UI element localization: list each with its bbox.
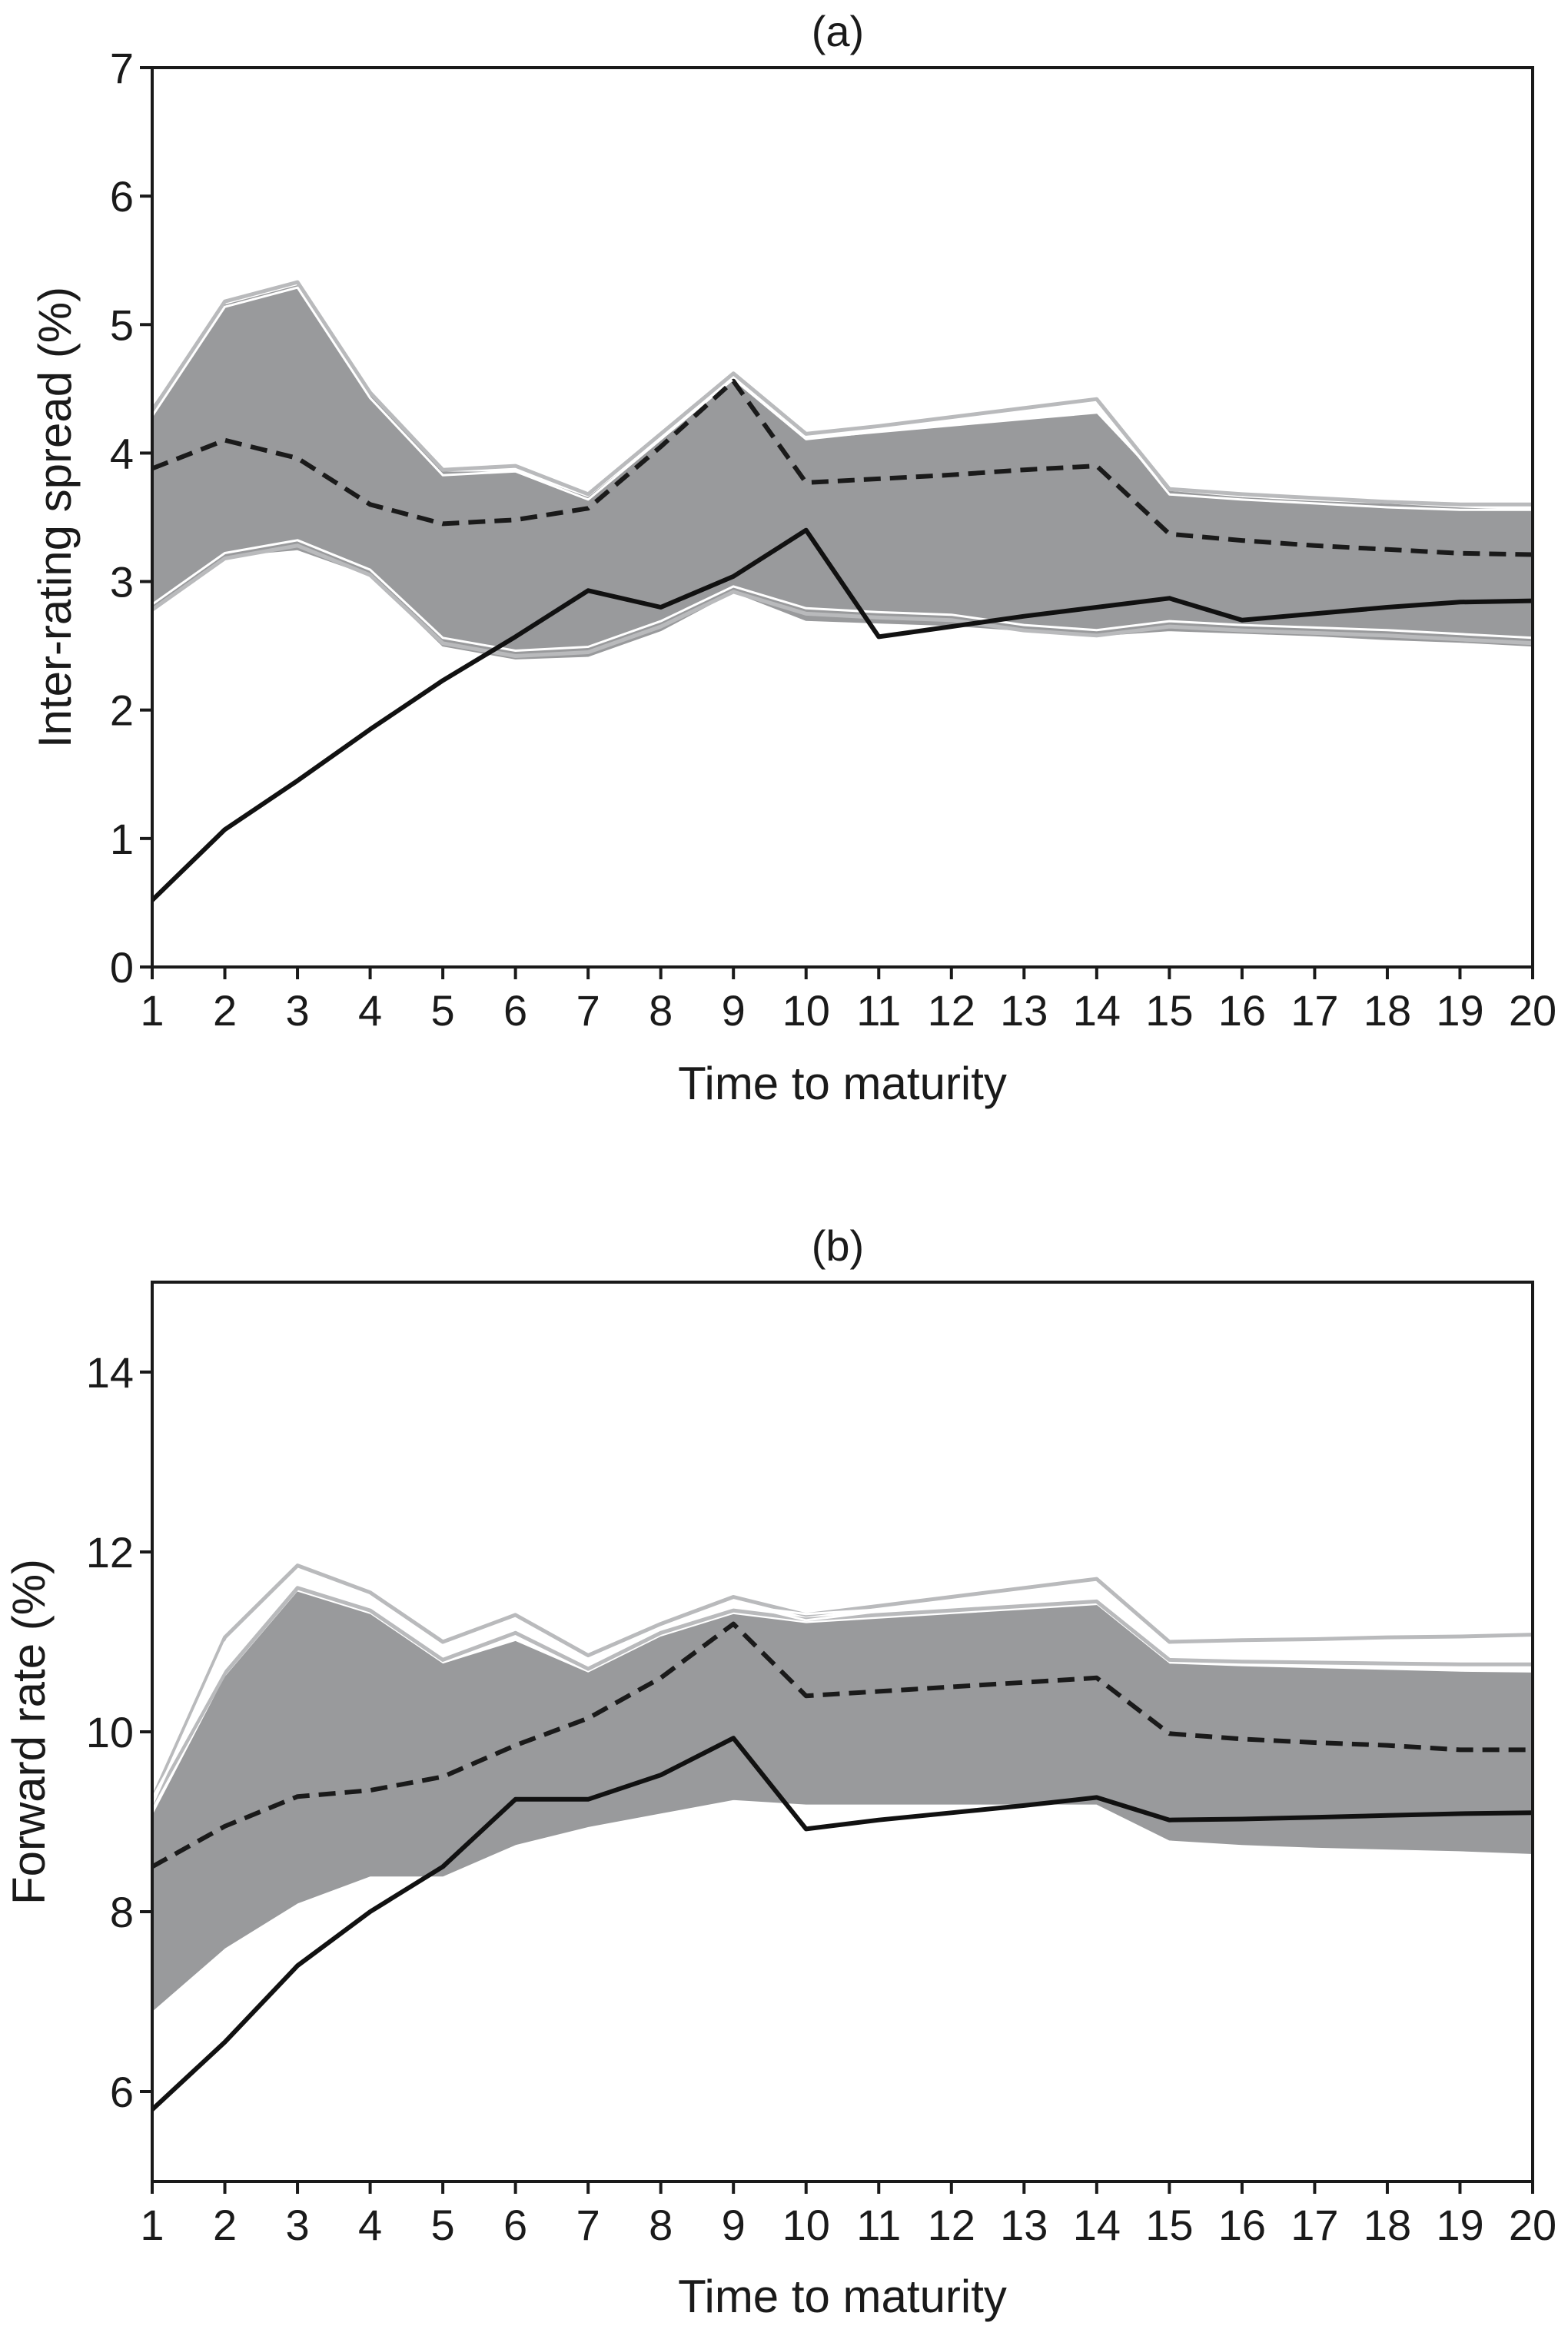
panel-a-y-tick-label: 2 (110, 686, 134, 735)
panel-b: (b) 1 2 3 4 5 6 7 8 9 10 11 12 13 14 15 16 17 18 19 20 6810… (3, 1221, 1556, 2322)
panel-b-x-tick-label: 7 (576, 2201, 600, 2249)
panel-a-path-gap-1 (151, 286, 1533, 511)
panel-a-mean-line (151, 378, 1533, 557)
panel-a-observed-line (150, 527, 1533, 902)
panel-a-y-tick-label: 4 (110, 429, 134, 477)
panel-b-x-tick-label: 16 (1218, 2201, 1266, 2249)
panel-b-simulation-band (151, 1591, 1533, 2012)
panel-b-x-tick-label: 10 (782, 2201, 830, 2249)
panel-a-x-tick-label: 4 (358, 986, 382, 1035)
panel-a-x-tick-label: 18 (1364, 986, 1411, 1035)
panel-b-y-tick-label: 12 (86, 1528, 134, 1577)
panel-b-y-tick-label: 8 (110, 1888, 134, 1936)
panel-a-y-tick-label: 1 (110, 815, 134, 863)
panel-b-x-tick-label: 18 (1364, 2201, 1411, 2249)
panel-b-x-tick-label: 20 (1509, 2201, 1556, 2249)
panel-b-y-tick-label: 14 (86, 1348, 134, 1397)
panel-a-x-tick-label: 10 (782, 986, 830, 1035)
panel-b-x-tick-label: 12 (928, 2201, 975, 2249)
panel-a-y-axis-label: Inter-rating spread (%) (29, 287, 81, 748)
panel-b-x-tick-label: 15 (1145, 2201, 1193, 2249)
panel-a-x-tick-label: 2 (213, 986, 237, 1035)
panel-a-y-tick-label: 6 (110, 172, 134, 221)
panel-b-outer-path-1 (150, 1563, 1533, 1800)
panel-a-x-tick-label: 20 (1509, 986, 1556, 1035)
panel-b-x-tick-label: 13 (1000, 2201, 1048, 2249)
panel-b-y-tick-label: 6 (110, 2068, 134, 2116)
panel-a-x-tick-label: 19 (1436, 986, 1483, 1035)
panel-b-path-gap-1 (151, 1570, 1533, 1806)
panel-a-simulation-band (151, 284, 1533, 660)
panel-b-x-tick-label: 4 (358, 2201, 382, 2249)
panel-b-x-axis-label: Time to maturity (678, 2271, 1007, 2322)
panel-a-x-axis: 1 2 3 4 5 6 7 8 9 10 11 12 13 14 15 16 17 18 19 20 (140, 967, 1556, 1035)
panel-a-y-tick-label: 7 (110, 44, 134, 92)
panel-a-x-tick-label: 7 (576, 986, 600, 1035)
panel-b-x-tick-label: 17 (1291, 2201, 1338, 2249)
panel-a-x-tick-label: 15 (1145, 986, 1193, 1035)
panel-b-y-axis: 6 8 10 12 14 (86, 1348, 152, 2116)
panel-a-x-tick-label: 6 (503, 986, 527, 1035)
panel-b-x-tick-label: 19 (1436, 2201, 1483, 2249)
panel-a-x-tick-label: 8 (649, 986, 673, 1035)
panel-a-x-tick-label: 14 (1073, 986, 1121, 1035)
panel-a-y-tick-label: 0 (110, 943, 134, 992)
panel-b-path-gap-2 (151, 1581, 1533, 1799)
panel-a-x-tick-label: 5 (431, 986, 455, 1035)
panel-a-x-tick-label: 11 (856, 986, 901, 1035)
panel-b-x-tick-label: 6 (503, 2201, 527, 2249)
panel-a-y-tick-label: 5 (110, 301, 134, 349)
panel-b-x-tick-label: 2 (213, 2201, 237, 2249)
panel-a: (a) 1 2 3 4 5 6 7 8 9 10 11 12 13 14 15 16 17 18 19 20 0123… (29, 7, 1556, 1109)
panel-a-y-axis: 0 1 2 3 4 5 6 7 (110, 44, 152, 992)
panel-b-outer-path-2 (150, 1586, 1533, 1805)
panel-b-x-tick-label: 9 (722, 2201, 746, 2249)
panel-a-y-tick-label: 3 (110, 558, 134, 606)
panel-a-x-tick-label: 12 (928, 986, 975, 1035)
panel-b-y-axis-label: Forward rate (%) (3, 1559, 55, 1905)
panel-a-x-tick-label: 3 (285, 986, 309, 1035)
panel-a-outer-path-1 (150, 280, 1533, 507)
panel-b-x-tick-label: 5 (431, 2201, 455, 2249)
panel-b-mean-line (151, 1621, 1533, 1869)
panel-b-x-tick-label: 11 (856, 2201, 901, 2249)
panel-a-x-axis-label: Time to maturity (678, 1058, 1007, 1109)
panel-a-x-tick-label: 16 (1218, 986, 1266, 1035)
panel-b-title: (b) (812, 1221, 864, 1270)
panel-b-x-tick-label: 14 (1073, 2201, 1121, 2249)
panel-a-title: (a) (812, 7, 864, 55)
panel-a-path-gap-2 (151, 539, 1533, 652)
panel-a-x-tick-label: 9 (722, 986, 746, 1035)
panel-a-outer-path-2 (151, 543, 1533, 658)
panel-b-y-tick-label: 10 (86, 1708, 134, 1756)
panel-b-x-tick-label: 3 (285, 2201, 309, 2249)
panel-a-x-tick-label: 1 (140, 986, 164, 1035)
panel-a-frame (151, 66, 1534, 969)
panel-a-plot-area (150, 280, 1533, 902)
panel-b-observed-line (150, 1736, 1533, 2112)
panel-b-x-tick-label: 1 (140, 2201, 164, 2249)
panel-b-plot-area (150, 1563, 1533, 2112)
panel-b-x-tick-label: 8 (649, 2201, 673, 2249)
panel-b-x-axis: 1 2 3 4 5 6 7 8 9 10 11 12 13 14 15 16 17 18 19 20 (140, 2181, 1556, 2249)
panel-a-x-tick-label: 17 (1291, 986, 1338, 1035)
panel-a-x-tick-label: 13 (1000, 986, 1048, 1035)
